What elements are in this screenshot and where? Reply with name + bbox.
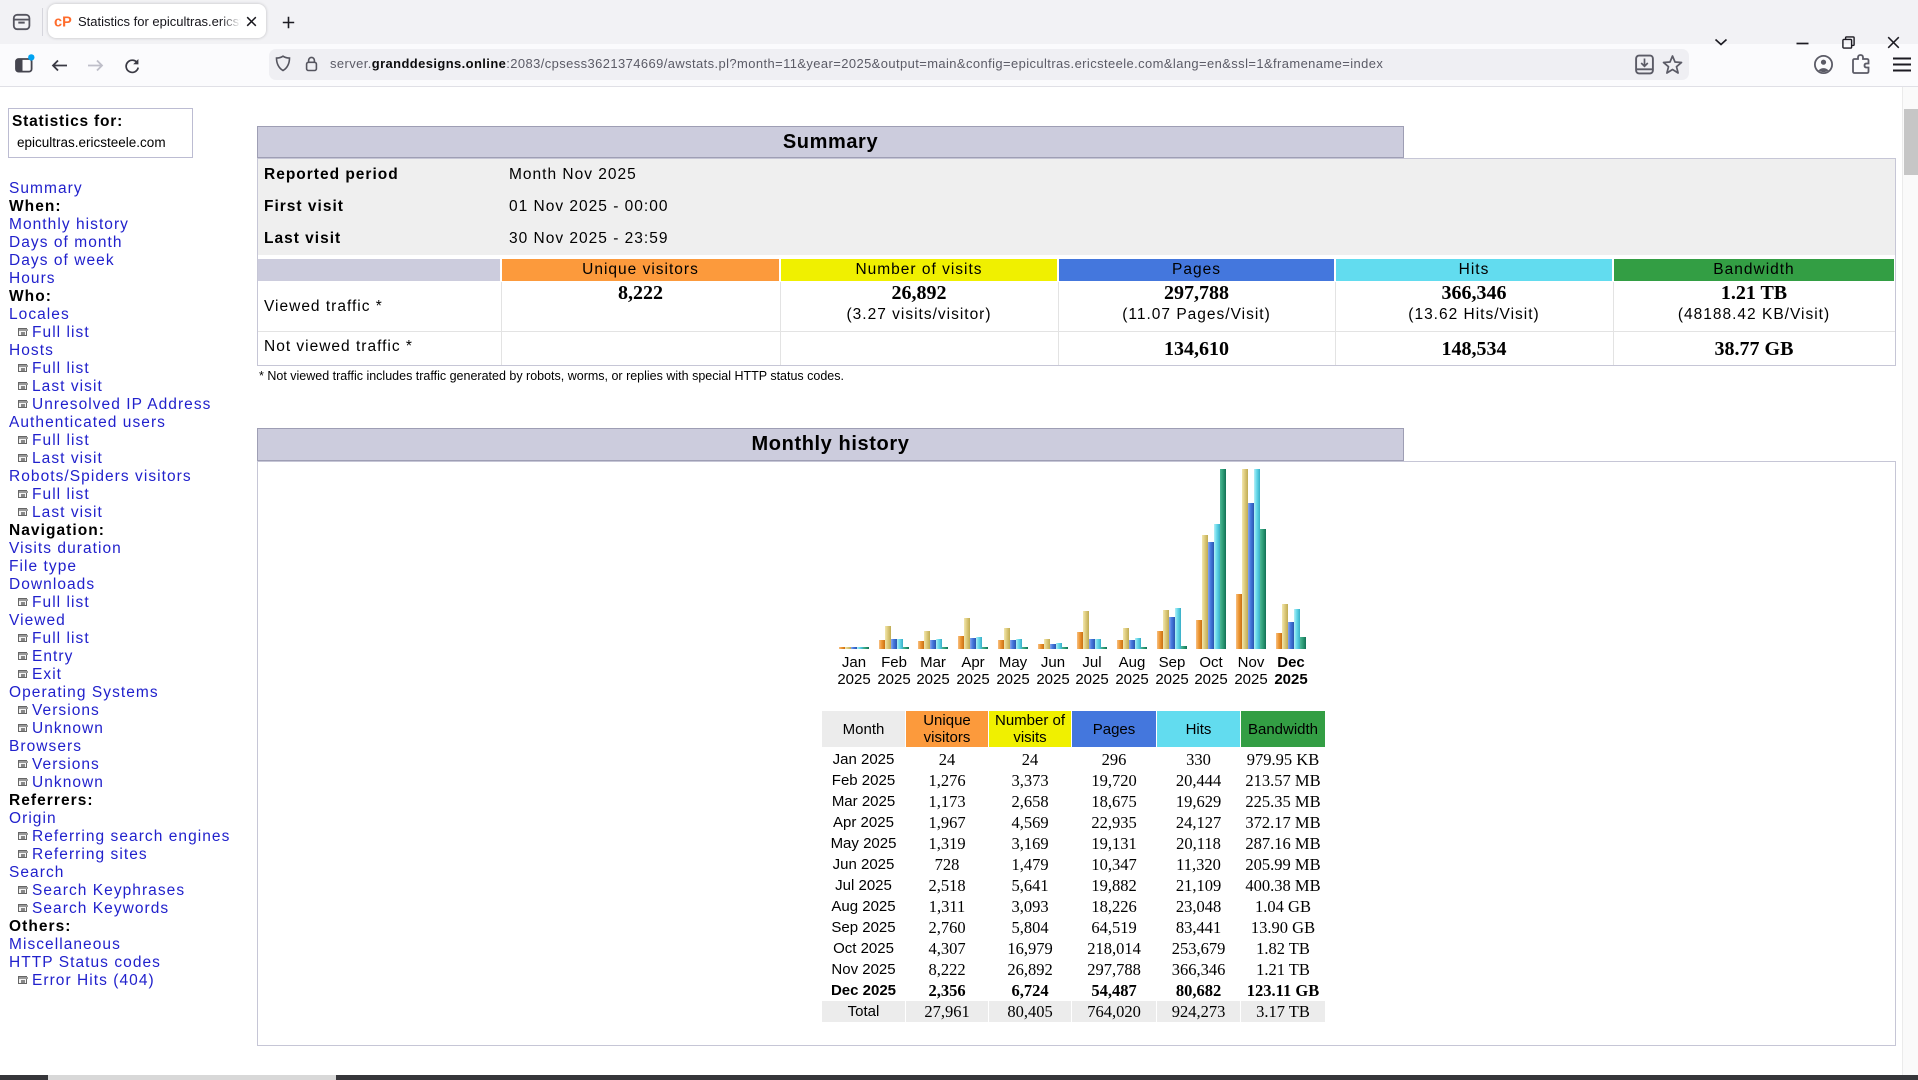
- svg-text:cP: cP: [54, 15, 72, 30]
